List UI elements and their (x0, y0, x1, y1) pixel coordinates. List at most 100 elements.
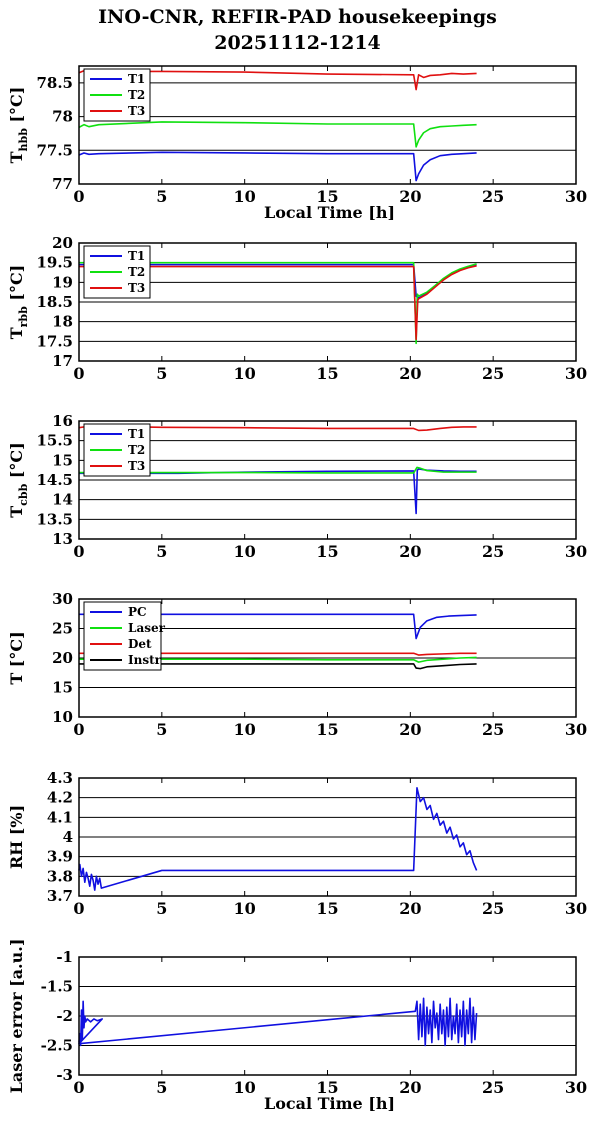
y-tick-label: 14.5 (36, 471, 73, 489)
y-tick-label: -2 (56, 1007, 73, 1025)
series-line-t1 (78, 151, 477, 182)
x-tick-label: 20 (399, 720, 421, 739)
y-axis-label: Laser error [a.u.] (7, 939, 26, 1094)
x-tick-label: 30 (565, 1078, 587, 1097)
chart-panel-temps: 0 5 10 15 20 25 30 10 15 20 25 30 T [°C] PC Laser Det In… (7, 590, 587, 739)
legend-label: Laser (128, 621, 166, 635)
x-tick-label: 10 (234, 899, 256, 918)
x-tick-label: 0 (73, 720, 84, 739)
y-tick-label: 15 (52, 679, 73, 697)
x-tick-label: 20 (399, 1078, 421, 1097)
x-tick-label: 10 (234, 187, 256, 206)
x-tick-label: 30 (565, 187, 587, 206)
y-tick-label: 14 (52, 491, 73, 509)
x-tick-label: 20 (399, 542, 421, 561)
series-line-value (78, 787, 478, 891)
x-tick-label: 25 (482, 1078, 504, 1097)
x-tick-label: 5 (156, 1078, 167, 1097)
figure-title: INO-CNR, REFIR-PAD housekeepings 2025111… (0, 4, 595, 56)
y-tick-label: 78.5 (36, 74, 73, 92)
x-axis-label: Local Time [h] (264, 1094, 395, 1113)
y-axis-label-unit: [°C] (7, 442, 26, 483)
y-tick-label: 77.5 (36, 141, 73, 159)
y-tick-label: 15 (52, 451, 73, 469)
legend-label: T1 (128, 72, 145, 86)
series-line-t2 (78, 121, 477, 148)
y-tick-label: 4.3 (47, 769, 73, 787)
series-line-pc (79, 613, 477, 640)
y-tick-label: 13 (52, 530, 73, 548)
y-tick-label: -1 (56, 948, 73, 966)
legend-label: T2 (128, 265, 145, 279)
x-tick-label: 15 (316, 187, 338, 206)
y-tick-label: 30 (52, 590, 73, 608)
legend: PC Laser Det Instr (83, 601, 166, 671)
x-tick-label: 5 (156, 187, 167, 206)
x-axis-label: Local Time [h] (264, 203, 395, 222)
y-tick-label: 4.2 (47, 789, 73, 807)
y-axis-label-unit: [°C] (7, 265, 26, 306)
y-tick-label: 3.8 (47, 867, 73, 885)
x-tick-label: 30 (565, 899, 587, 918)
legend-label: Instr (128, 653, 162, 667)
y-axis-label-subscript: hbb (17, 128, 30, 152)
title-line-2: 20251112-1214 (214, 32, 381, 54)
legend-label: T3 (128, 281, 145, 295)
y-tick-label: 25 (52, 620, 73, 638)
y-tick-label: 3.9 (47, 848, 73, 866)
y-tick-label: 13.5 (36, 510, 73, 528)
x-tick-label: 25 (482, 720, 504, 739)
y-axis-label-main: RH [%] (7, 805, 26, 869)
y-tick-label: -1.5 (41, 978, 73, 996)
series-line-laser (79, 656, 477, 663)
legend-label: T1 (128, 427, 145, 441)
x-tick-label: 25 (482, 542, 504, 561)
legend-label: T3 (128, 459, 145, 473)
x-tick-label: 20 (399, 899, 421, 918)
series-line-t2 (79, 261, 477, 345)
y-axis-label: Thbb [°C] (7, 87, 30, 164)
y-tick-label: -2.5 (41, 1037, 73, 1055)
y-axis-label-main: T (7, 506, 26, 518)
x-tick-label: 5 (156, 720, 167, 739)
x-tick-label: 5 (156, 364, 167, 383)
series-line-t2 (79, 466, 477, 474)
y-tick-label: 18 (52, 313, 73, 331)
x-tick-label: 10 (234, 364, 256, 383)
x-tick-label: 0 (73, 1078, 84, 1097)
x-tick-label: 0 (73, 187, 84, 206)
y-tick-label: 15.5 (36, 432, 73, 450)
legend-label: Det (128, 637, 152, 651)
x-tick-label: 20 (399, 187, 421, 206)
x-tick-label: 5 (156, 899, 167, 918)
y-tick-label: 4.1 (47, 808, 73, 826)
y-axis-label: T [°C] (7, 631, 26, 684)
x-tick-label: 15 (316, 1078, 338, 1097)
series-line-value (78, 997, 478, 1047)
y-tick-label: 78 (52, 108, 73, 126)
x-tick-label: 20 (399, 364, 421, 383)
y-axis-label: Tcbb [°C] (7, 442, 30, 517)
y-tick-label: 3.7 (47, 887, 73, 905)
y-tick-label: 18.5 (36, 293, 73, 311)
y-axis-label-main: T [°C] (7, 631, 26, 684)
x-tick-label: 30 (565, 364, 587, 383)
x-tick-label: 10 (234, 720, 256, 739)
y-axis-label: RH [%] (7, 805, 26, 869)
y-axis-label-main: T (7, 151, 26, 163)
chart-panel-hbb: 0 5 10 15 20 25 30 77 77.5 78 78.5 Local Time [h] Th… (7, 65, 587, 222)
series-line-t3 (79, 265, 477, 341)
x-tick-label: 25 (482, 187, 504, 206)
x-tick-label: 15 (316, 899, 338, 918)
legend-label: T2 (128, 443, 145, 457)
x-tick-label: 10 (234, 542, 256, 561)
y-tick-label: 17.5 (36, 332, 73, 350)
x-tick-label: 25 (482, 899, 504, 918)
legend: T1 T2 T3 (83, 68, 151, 122)
plot-frame (78, 65, 577, 185)
series-line-det (79, 652, 477, 656)
chart-panel-laser: 0 5 10 15 20 25 30 -3 -2.5 -2 -1.5 -1 Local Time [h]… (7, 939, 587, 1113)
